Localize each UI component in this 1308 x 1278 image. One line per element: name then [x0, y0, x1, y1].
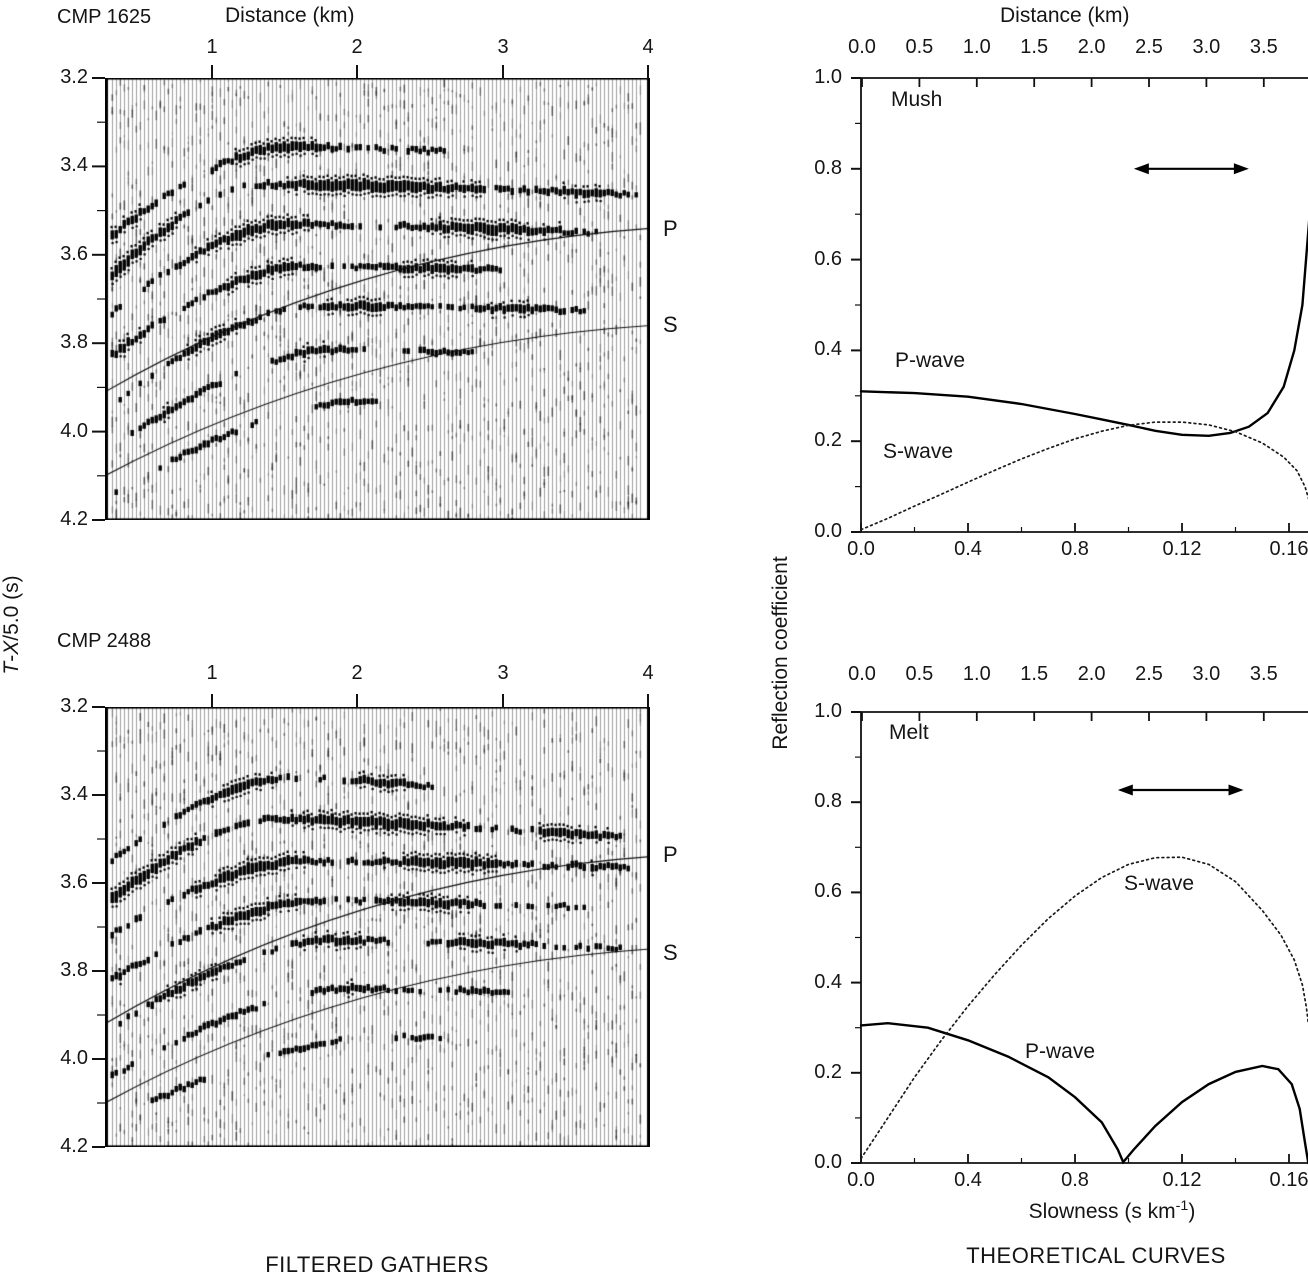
tick-label: 3.5: [1249, 663, 1278, 685]
p-arrival-label-panel1: P: [663, 216, 678, 241]
tick-label: 3.8: [60, 959, 88, 981]
tick-label: 0.0: [847, 538, 875, 560]
tick-label: 0.16: [1269, 1169, 1308, 1191]
swave-label-mush: S-wave: [883, 440, 954, 463]
tick-label: 4.0: [60, 1047, 88, 1069]
slowness-post: ): [1188, 1200, 1196, 1223]
tick-label: 1.5: [1020, 663, 1049, 685]
tick-label: 3.0: [1192, 663, 1221, 685]
right-caption: THEORETICAL CURVES: [966, 1243, 1226, 1268]
slowness-sup: -1: [1175, 1198, 1189, 1214]
mush-label: Mush: [891, 88, 943, 111]
tick-label: 0.4: [814, 970, 842, 993]
tick-label: 0.12: [1162, 1169, 1202, 1191]
tick-label: 3: [497, 662, 509, 684]
tick-label: 1: [206, 662, 218, 684]
panel1-title: CMP 1625: [57, 6, 152, 28]
tick-label: 4.2: [60, 508, 88, 530]
tick-label: 0.0: [848, 36, 876, 58]
tick-label: 3.8: [60, 331, 88, 354]
tick-label: 3: [497, 36, 509, 58]
tick-label: 0.8: [1061, 1169, 1089, 1191]
tick-label: 2.5: [1135, 36, 1163, 58]
tick-label: 4.0: [60, 419, 88, 442]
panel2-title: CMP 2488: [57, 630, 152, 652]
tick-label: 4: [642, 36, 654, 58]
pwave-label-melt: P-wave: [1025, 1040, 1096, 1063]
tick-label: 1.5: [1020, 36, 1049, 58]
tick-label: 4: [642, 662, 654, 684]
tick-label: 3.4: [60, 783, 88, 805]
tick-label: 0.8: [1061, 538, 1089, 560]
tick-label: 0.2: [814, 1060, 842, 1083]
tick-label: 1: [206, 36, 218, 58]
tick-label: 0.8: [814, 156, 842, 179]
tick-label: 1.0: [814, 66, 842, 88]
seismic-gather-panel-cmp2488: [105, 707, 650, 1147]
tick-label: 1.0: [962, 36, 991, 58]
tick-label: 0.0: [814, 520, 842, 542]
tick-label: 1.0: [962, 663, 991, 685]
left-distance-axis-title: Distance (km): [225, 4, 355, 27]
tick-label: 2: [351, 36, 363, 58]
tick-label: 0.16: [1269, 538, 1308, 560]
tick-label: 3.4: [60, 154, 88, 177]
right-distance-axis-title: Distance (km): [1000, 4, 1130, 27]
tick-label: 3.2: [60, 695, 88, 717]
tick-label: 0.4: [954, 538, 982, 560]
tick-label: 3.6: [60, 242, 88, 265]
tick-label: 2.0: [1077, 663, 1106, 685]
tick-label: 2: [351, 662, 363, 684]
tick-label: 0.6: [814, 247, 842, 270]
melt-label: Melt: [889, 721, 929, 744]
tick-label: 2.0: [1077, 36, 1106, 58]
tick-label: 0.0: [847, 1169, 875, 1191]
tick-label: 0.5: [905, 36, 934, 58]
tick-label: 0.5: [905, 663, 934, 685]
pwave-label-mush: P-wave: [895, 349, 966, 372]
swave-label-melt: S-wave: [1124, 872, 1195, 895]
tick-label: 0.8: [814, 790, 842, 813]
seismic-gather-panel-cmp1625: [105, 78, 650, 520]
slowness-axis-title: Slowness (s km-1): [912, 1198, 1308, 1224]
s-arrival-label-panel1: S: [663, 312, 678, 337]
tick-label: 0.6: [814, 880, 842, 903]
tick-label: 1.0: [814, 700, 842, 722]
tick-label: 4.2: [60, 1135, 88, 1157]
tick-label: 0.4: [954, 1169, 982, 1191]
p-arrival-label-panel2: P: [663, 842, 678, 867]
tick-label: 3.0: [1192, 36, 1221, 58]
tick-label: 2.5: [1135, 663, 1163, 685]
tick-label: 0.12: [1162, 538, 1202, 560]
tick-label: 0.4: [814, 338, 842, 361]
tick-label: 0.0: [814, 1151, 842, 1173]
tick-label: 3.2: [60, 66, 88, 88]
tick-label: 0.0: [848, 663, 876, 685]
tick-label: 3.6: [60, 871, 88, 893]
slowness-pre: Slowness (s km: [1028, 1200, 1176, 1223]
tick-label: 0.2: [814, 429, 842, 452]
tick-label: 3.5: [1249, 36, 1278, 58]
s-arrival-label-panel2: S: [663, 940, 678, 965]
